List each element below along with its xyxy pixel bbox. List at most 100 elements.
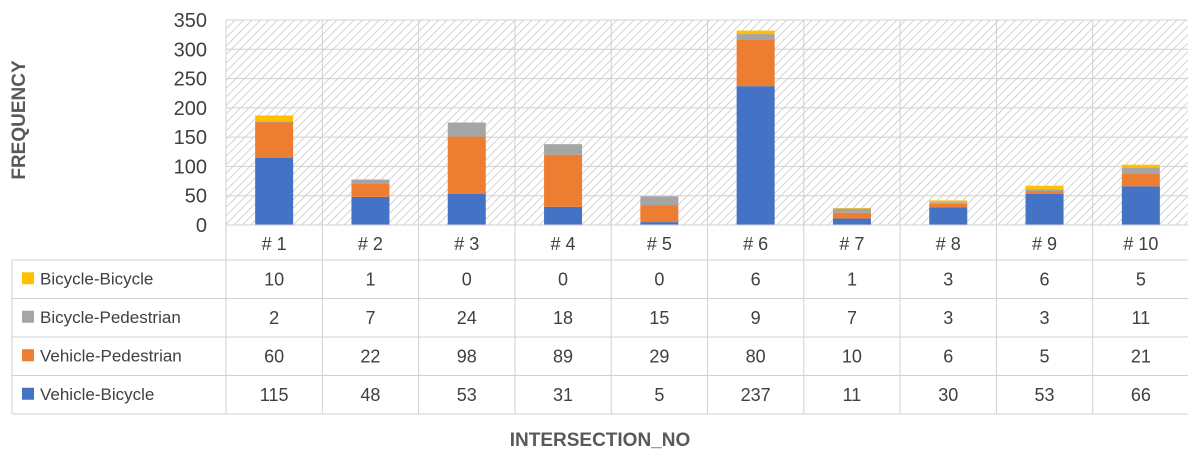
y-axis-title: FREQUENCY xyxy=(9,60,30,180)
bar-segment-vehicle-bicycle xyxy=(929,207,968,225)
x-tick-label: # 2 xyxy=(358,234,383,254)
x-tick-label: # 5 xyxy=(647,234,672,254)
x-tick-label: # 1 xyxy=(262,234,287,254)
bar-segment-vehicle-pedestrian xyxy=(1025,191,1064,194)
data-label: 89 xyxy=(553,346,573,366)
bar-segment-vehicle-bicycle xyxy=(736,86,775,225)
y-tick-label: 300 xyxy=(174,39,207,61)
y-tick-label: 200 xyxy=(174,98,207,120)
bar-segment-vehicle-bicycle xyxy=(1025,193,1064,225)
bar-segment-bicycle-pedestrian xyxy=(447,122,486,137)
data-label: 5 xyxy=(1136,269,1146,289)
bar-segment-bicycle-pedestrian xyxy=(544,144,583,155)
bars xyxy=(255,30,1160,225)
legend-label: Vehicle-Bicycle xyxy=(40,385,154,404)
bar-segment-bicycle-pedestrian xyxy=(351,179,390,184)
data-label: 18 xyxy=(553,308,573,328)
data-label: 31 xyxy=(553,385,573,405)
bar-segment-vehicle-bicycle xyxy=(255,157,294,225)
bar-segment-bicycle-pedestrian xyxy=(640,196,679,206)
data-label: 15 xyxy=(649,308,669,328)
data-label: 21 xyxy=(1131,346,1151,366)
bar-segment-vehicle-bicycle xyxy=(544,206,583,225)
x-tick-label: # 10 xyxy=(1123,234,1158,254)
bar-segment-vehicle-pedestrian xyxy=(832,212,871,219)
data-label: 80 xyxy=(746,346,766,366)
data-label: 1 xyxy=(847,269,857,289)
gridlines xyxy=(225,19,1188,226)
data-label: 3 xyxy=(943,269,953,289)
legend-label: Bicycle-Bicycle xyxy=(40,269,153,288)
data-label: 115 xyxy=(260,385,289,405)
data-label: 10 xyxy=(842,346,862,366)
data-label: 29 xyxy=(649,346,669,366)
bar-segment-bicycle-pedestrian xyxy=(736,34,775,40)
data-label: 11 xyxy=(1132,308,1151,328)
data-label: 5 xyxy=(1040,346,1050,366)
bar-segment-bicycle-bicycle xyxy=(832,208,871,209)
bar-segment-bicycle-bicycle xyxy=(351,179,390,180)
bar-segment-bicycle-pedestrian xyxy=(255,121,294,123)
bar-segment-bicycle-bicycle xyxy=(255,115,294,122)
bar-segment-vehicle-pedestrian xyxy=(640,205,679,223)
data-label: 237 xyxy=(741,385,771,405)
bar-segment-vehicle-pedestrian xyxy=(929,203,968,208)
data-label: 0 xyxy=(654,269,664,289)
data-label: 98 xyxy=(457,346,477,366)
legend-key xyxy=(22,310,34,323)
x-tick-label: # 9 xyxy=(1032,234,1057,254)
bar-segment-vehicle-pedestrian xyxy=(351,184,390,197)
bar-segment-bicycle-pedestrian xyxy=(832,208,871,213)
data-label: 53 xyxy=(457,385,477,405)
bar-segment-vehicle-bicycle xyxy=(447,193,486,225)
y-tick-label: 50 xyxy=(185,186,207,208)
data-label: 22 xyxy=(360,346,380,366)
legend-label: Vehicle-Pedestrian xyxy=(40,346,182,365)
data-label: 1 xyxy=(365,269,375,289)
bar-segment-bicycle-pedestrian xyxy=(929,202,968,204)
x-tick-label: # 8 xyxy=(936,234,961,254)
bar-segment-bicycle-bicycle xyxy=(1025,185,1064,190)
data-label: 6 xyxy=(1040,269,1050,289)
data-label: 30 xyxy=(938,385,958,405)
bar-segment-vehicle-pedestrian xyxy=(447,136,486,194)
data-table: # 1 # 2 # 3 # 4 # 5 # 6 # 7 # 8 # 9 # 10 Bicycle-B… xyxy=(11,224,1188,415)
y-tick-label: 0 xyxy=(196,215,207,237)
data-label: 11 xyxy=(843,385,862,405)
data-label: 0 xyxy=(558,269,568,289)
bar-segment-vehicle-bicycle xyxy=(351,196,390,225)
data-label: 6 xyxy=(943,346,953,366)
legend-key xyxy=(22,387,34,400)
x-tick-label: # 7 xyxy=(839,234,864,254)
data-label: 60 xyxy=(264,346,284,366)
data-label: 10 xyxy=(264,269,284,289)
bar-segment-bicycle-bicycle xyxy=(1121,164,1160,168)
bar-segment-bicycle-bicycle xyxy=(929,200,968,203)
data-label: 0 xyxy=(462,269,472,289)
y-axis-tick-labels: 0 50 100 150 200 250 300 350 xyxy=(174,10,207,237)
data-label: 66 xyxy=(1131,385,1151,405)
x-tick-label: # 4 xyxy=(551,234,576,254)
bar-segment-vehicle-bicycle xyxy=(832,218,871,225)
data-label: 7 xyxy=(365,308,375,328)
legend-key xyxy=(22,349,34,362)
bar-segment-vehicle-pedestrian xyxy=(1121,174,1160,187)
data-label: 6 xyxy=(751,269,761,289)
data-label: 24 xyxy=(457,308,477,328)
legend-key xyxy=(22,272,34,285)
legend-label: Bicycle-Pedestrian xyxy=(40,308,181,327)
bar-segment-vehicle-bicycle xyxy=(640,222,679,225)
data-label: 2 xyxy=(269,308,279,328)
bar-segment-bicycle-pedestrian xyxy=(1025,189,1064,192)
x-axis-title: INTERSECTION_NO xyxy=(510,430,691,451)
data-label: 48 xyxy=(360,385,380,405)
bar-segment-vehicle-pedestrian xyxy=(544,154,583,207)
bar-segment-vehicle-bicycle xyxy=(1121,186,1160,225)
y-tick-label: 350 xyxy=(174,10,207,32)
data-label: 5 xyxy=(654,385,664,405)
y-tick-label: 250 xyxy=(174,69,207,91)
bar-segment-vehicle-pedestrian xyxy=(255,122,294,158)
bar-segment-bicycle-pedestrian xyxy=(1121,167,1160,175)
x-tick-label: # 3 xyxy=(454,234,479,254)
